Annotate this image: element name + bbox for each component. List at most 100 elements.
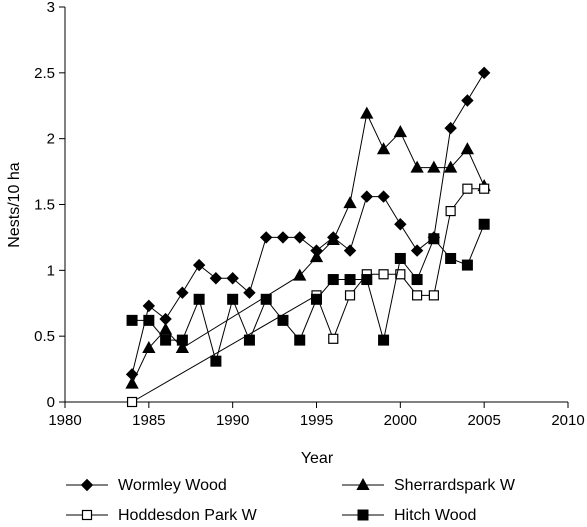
data-point: [461, 94, 474, 107]
data-point: [477, 66, 491, 80]
legend-item: Hoddesdon Park W: [66, 507, 258, 524]
data-point: [428, 290, 439, 301]
data-point: [276, 231, 290, 244]
data-point: [260, 293, 272, 305]
x-tick-label: 2000: [384, 412, 417, 429]
legend-marker: [357, 509, 369, 521]
data-point: [411, 274, 423, 286]
data-point: [158, 322, 173, 335]
x-tick-label: 2010: [551, 412, 584, 429]
data-point: [360, 106, 374, 119]
data-point: [343, 244, 357, 257]
data-point: [293, 268, 307, 281]
legend-label: Wormley Wood: [118, 477, 227, 494]
y-tick-label: 1: [47, 262, 55, 279]
y-tick-label: 2.5: [34, 65, 55, 82]
data-point: [294, 334, 306, 346]
data-point: [243, 334, 255, 346]
data-point: [311, 293, 322, 305]
data-point: [378, 269, 389, 280]
series-line: [132, 224, 485, 364]
data-point: [344, 290, 356, 301]
data-point: [395, 269, 406, 280]
data-point: [259, 231, 273, 244]
data-point: [460, 142, 475, 155]
data-point: [126, 314, 138, 326]
y-tick-label: 2: [47, 131, 55, 148]
data-point: [394, 218, 407, 231]
data-point: [378, 334, 390, 346]
data-point: [210, 355, 222, 367]
data-point: [326, 233, 340, 246]
legend-marker: [81, 509, 93, 521]
data-point: [142, 340, 156, 354]
y-tick-label: 0: [47, 394, 55, 411]
data-point: [160, 334, 172, 346]
data-point: [444, 121, 457, 135]
legend-marker: [80, 478, 94, 492]
data-point: [443, 160, 458, 173]
x-tick-label: 2005: [467, 412, 500, 429]
x-tick-label: 1995: [300, 412, 333, 429]
data-point: [412, 290, 423, 301]
data-point: [344, 274, 356, 286]
data-point: [479, 183, 490, 194]
data-point: [360, 190, 374, 203]
series-0: [125, 66, 491, 381]
data-point: [192, 258, 206, 272]
x-tick-label: 1990: [216, 412, 249, 429]
data-point: [478, 218, 490, 230]
series-1: [125, 106, 491, 389]
data-point: [309, 250, 324, 263]
data-point: [445, 205, 456, 217]
data-point: [143, 314, 155, 326]
x-tick-label: 1980: [48, 412, 81, 429]
y-axis-title: Nests/10 ha: [6, 162, 23, 247]
data-point: [226, 272, 239, 285]
legend-label: Hoddesdon Park W: [118, 507, 258, 524]
data-point: [461, 259, 473, 271]
data-point: [209, 272, 223, 285]
data-point: [394, 252, 406, 264]
series-layer: [125, 66, 491, 408]
legend: Wormley Wood Sherrardspark W Hoddesdon Par…: [66, 477, 516, 524]
data-point: [328, 333, 339, 344]
data-point: [327, 274, 339, 286]
legend-item: Sherrardspark W: [342, 477, 516, 494]
data-point: [227, 293, 239, 305]
legend-item: Hitch Wood: [342, 507, 476, 524]
data-point: [175, 340, 190, 354]
data-point: [428, 233, 440, 245]
axes: 1980 1985 1990 1995 2000 2005 2010 0 0.5 1 1.5 2 2.5…: [34, 0, 585, 429]
series-3: [126, 218, 490, 367]
data-point: [410, 160, 424, 173]
data-point: [176, 334, 188, 346]
data-point: [193, 293, 205, 305]
data-point: [126, 396, 138, 408]
y-tick-label: 3: [47, 0, 55, 16]
data-point: [462, 183, 473, 194]
data-point: [393, 125, 407, 138]
data-point: [293, 231, 306, 244]
data-point: [377, 190, 390, 203]
series-line: [131, 72, 485, 375]
y-tick-label: 1.5: [34, 197, 55, 214]
legend-label: Hitch Wood: [394, 507, 476, 524]
data-point: [176, 286, 189, 299]
data-point: [142, 299, 156, 313]
data-point: [376, 142, 391, 155]
data-point: [427, 160, 441, 173]
data-point: [243, 286, 256, 299]
data-point: [410, 244, 424, 257]
legend-item: Wormley Wood: [66, 477, 227, 494]
data-point: [343, 196, 357, 209]
series-line: [131, 112, 485, 384]
x-axis-title: Year: [301, 450, 334, 467]
legend-marker: [356, 477, 370, 490]
x-tick-label: 1985: [132, 412, 165, 429]
data-point: [445, 252, 457, 264]
legend-label: Sherrardspark W: [394, 477, 516, 494]
y-tick-label: 0.5: [34, 328, 55, 345]
data-point: [361, 274, 373, 286]
